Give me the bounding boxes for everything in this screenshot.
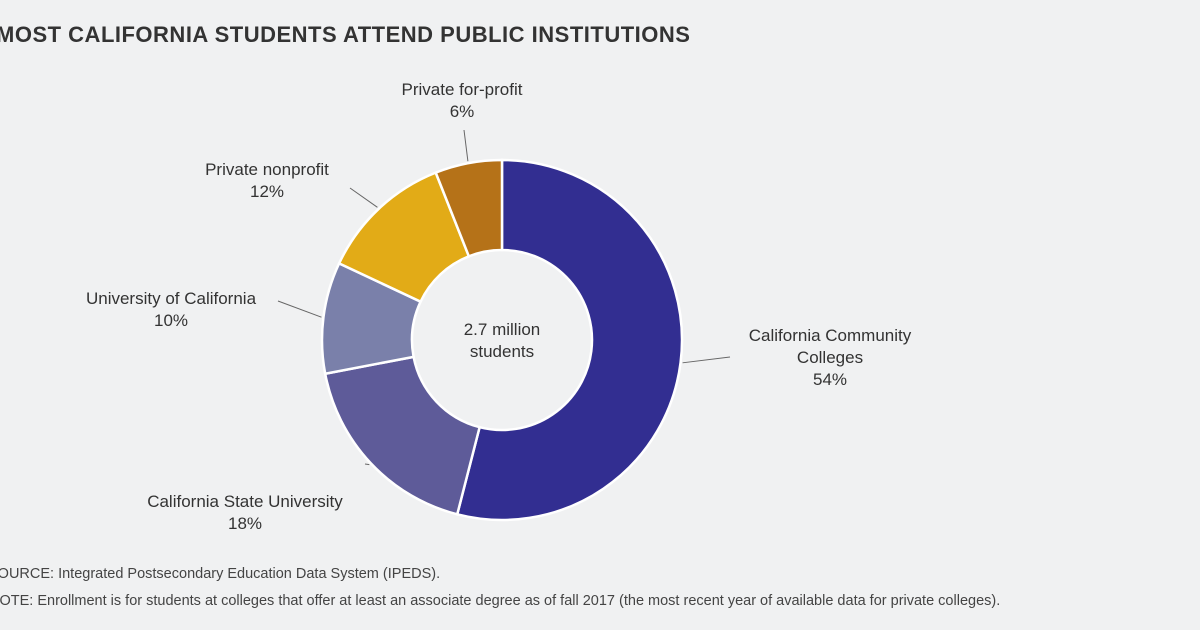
value-label: 10% [153, 311, 189, 330]
leader-line [463, 129, 469, 162]
chart-title: MOST CALIFORNIA STUDENTS ATTEND PUBLIC I… [0, 22, 691, 47]
leader-line [364, 463, 370, 466]
source: SOURCE: Integrated Postsecondary Educati… [0, 566, 441, 582]
slice-label: California Community Colleges [748, 326, 912, 367]
leader-line [682, 356, 731, 364]
donut-slice [455, 158, 684, 522]
slice-label: California State University [147, 492, 343, 511]
slice-label: Private for-profit [401, 80, 523, 99]
leader-line [277, 300, 322, 318]
slice-label: Private nonprofit [205, 160, 329, 179]
center-label: 2.7 million students [463, 320, 541, 361]
value-label: 18% [227, 514, 263, 533]
value-label: 54% [812, 370, 848, 389]
value-label: 12% [249, 182, 285, 201]
slice-label: University of California [85, 289, 257, 308]
leader-line [349, 187, 378, 208]
note: NOTE: Enrollment is for students at coll… [0, 593, 1001, 609]
donut-slice [434, 158, 504, 258]
value-label: 6% [449, 102, 475, 121]
donut-slice [323, 355, 482, 516]
